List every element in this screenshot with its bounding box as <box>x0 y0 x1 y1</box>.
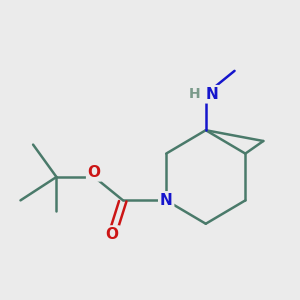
Text: N: N <box>206 87 219 102</box>
Text: H: H <box>189 87 201 101</box>
Text: N: N <box>160 193 172 208</box>
Text: O: O <box>106 227 119 242</box>
Text: O: O <box>88 165 101 180</box>
